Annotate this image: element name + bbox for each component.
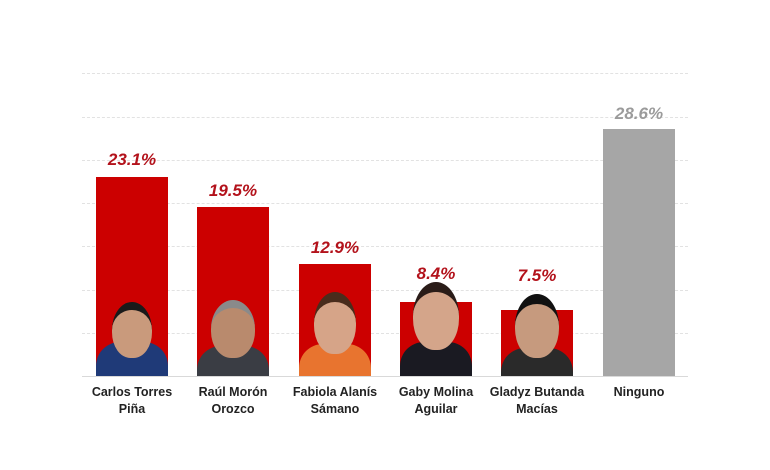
candidate-photo <box>299 286 371 376</box>
value-label: 28.6% <box>614 104 664 123</box>
category-label: Ninguno <box>613 385 665 399</box>
candidate-photo <box>501 294 573 376</box>
bar-ninguno <box>603 129 675 376</box>
bar-fabiola-alanis-samano <box>299 264 371 376</box>
value-label: 7.5% <box>517 266 557 285</box>
gridline <box>82 73 688 74</box>
value-label: 12.9% <box>310 238 360 257</box>
category-label: Carlos Torres Piña <box>91 385 173 416</box>
value-label: 8.4% <box>416 264 456 283</box>
gridline <box>82 246 688 247</box>
gridline <box>82 117 688 118</box>
category-label: Gladyz Butanda Macías <box>489 385 585 416</box>
bar-gladyz-butanda-macias <box>501 294 573 376</box>
value-label: 19.5% <box>208 181 258 200</box>
bar-carlos-torres-pina <box>96 177 168 376</box>
category-label: Raúl Morón Orozco <box>198 385 268 416</box>
bar-gaby-molina-aguilar <box>400 282 472 376</box>
gridline <box>82 203 688 204</box>
candidate-photo <box>400 282 472 376</box>
bar-raul-moron-orozco <box>197 207 269 376</box>
candidate-photo <box>96 296 168 376</box>
category-label: Fabiola Alanís Sámano <box>292 385 378 416</box>
candidate-photo <box>197 296 269 376</box>
gridline <box>82 290 688 291</box>
x-axis-baseline <box>82 376 688 377</box>
value-label: 23.1% <box>107 150 157 169</box>
category-label: Gaby Molina Aguilar <box>398 385 474 416</box>
gridline <box>82 333 688 334</box>
gridline <box>82 160 688 161</box>
